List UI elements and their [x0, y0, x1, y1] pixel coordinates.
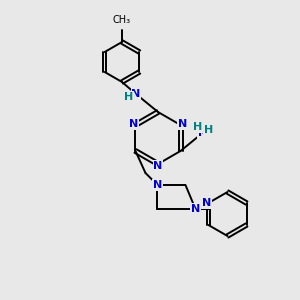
Text: N: N	[178, 119, 187, 129]
Text: CH₃: CH₃	[113, 15, 131, 25]
Text: N: N	[153, 161, 163, 171]
Text: H: H	[193, 122, 202, 132]
Text: N: N	[202, 198, 211, 208]
Text: N: N	[131, 89, 141, 99]
Text: H: H	[124, 92, 134, 102]
Text: N: N	[129, 119, 138, 129]
Text: N: N	[198, 128, 207, 138]
Text: N: N	[153, 180, 162, 190]
Text: N: N	[191, 204, 200, 214]
Text: H: H	[204, 125, 213, 135]
